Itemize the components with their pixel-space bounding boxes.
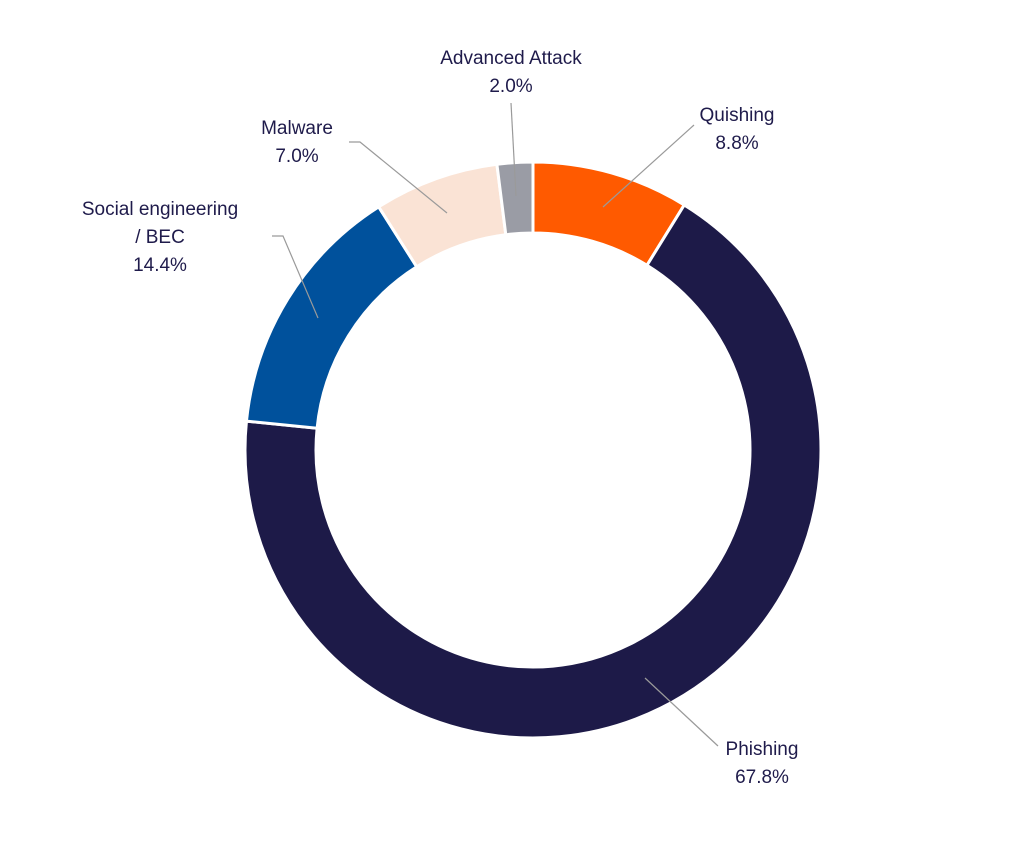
slice-labels: Quishing 8.8% Phishing 67.8% Social engineer… xyxy=(82,48,799,788)
slice-name-social-engineering-bec-line-2: / BEC xyxy=(135,227,185,248)
slice-advanced-attack xyxy=(495,160,535,237)
slice-phishing xyxy=(243,202,823,740)
slice-value-phishing: 67.8% xyxy=(735,767,789,788)
slice-value-social-engineering-bec: 14.4% xyxy=(133,255,187,276)
leader-line-advanced-attack xyxy=(510,102,517,197)
leader-line-malware xyxy=(349,141,448,214)
leader-lines xyxy=(272,102,719,747)
slice-name-phishing: Phishing xyxy=(726,739,799,760)
leader-line-social-engineering-bec xyxy=(272,235,319,319)
slice-value-advanced-attack: 2.0% xyxy=(489,76,532,97)
slice-value-malware: 7.0% xyxy=(275,146,318,167)
slice-name-advanced-attack: Advanced Attack xyxy=(440,48,582,69)
slice-name-malware: Malware xyxy=(261,118,333,139)
slice-name-quishing: Quishing xyxy=(700,105,775,126)
leader-line-quishing xyxy=(602,124,695,208)
slice-name-social-engineering-bec-line-1: Social engineering xyxy=(82,199,238,220)
donut-slices xyxy=(243,160,823,740)
leader-line-phishing xyxy=(644,677,719,747)
slice-social-engineering-bec xyxy=(244,204,419,430)
slice-value-quishing: 8.8% xyxy=(715,133,758,154)
